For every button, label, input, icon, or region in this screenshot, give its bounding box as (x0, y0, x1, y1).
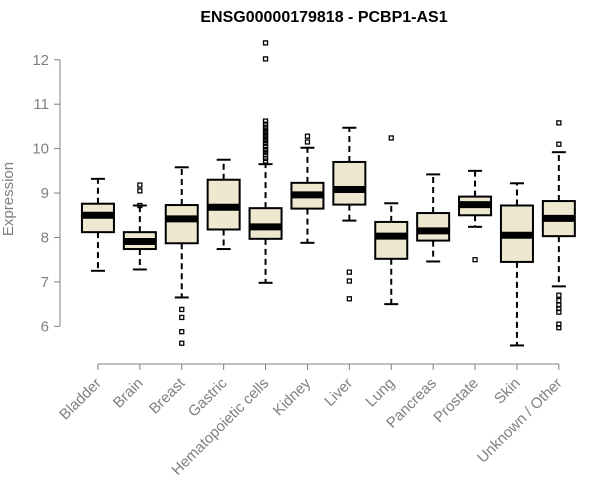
outlier-point (179, 314, 185, 321)
iqr-box (332, 160, 367, 206)
x-tick-label: Bladder (56, 375, 105, 424)
outlier-point (346, 278, 353, 284)
box-bladder (80, 177, 115, 272)
boxes-group (80, 40, 576, 347)
chart-title: ENSG00000179818 - PCBP1-AS1 (200, 9, 447, 26)
outlier-point (472, 257, 478, 263)
outlier-point (346, 269, 353, 275)
iqr-box (374, 220, 409, 260)
outlier-point (262, 118, 269, 124)
y-tick-label: 8 (41, 229, 49, 246)
outlier-point (262, 127, 269, 133)
x-tick-label: Liver (321, 375, 356, 410)
outlier-point (179, 306, 185, 313)
box-breast (164, 166, 199, 346)
iqr-box (416, 212, 451, 242)
outlier-point (556, 292, 562, 298)
outlier-point (179, 329, 185, 335)
outlier-point (262, 40, 269, 46)
outlier-point (388, 135, 394, 141)
outlier-point (304, 133, 311, 139)
box-unknown-other (541, 120, 576, 331)
outlier-point (346, 296, 353, 302)
outlier-point (262, 146, 269, 153)
x-tick-label: Lung (362, 375, 398, 411)
outlier-point (262, 56, 269, 62)
outlier-point (262, 152, 269, 158)
x-tick-label: Skin (491, 375, 524, 408)
outlier-point (262, 143, 269, 150)
x-tick-label: Brain (110, 375, 147, 412)
outlier-point (556, 325, 562, 331)
outlier-point (262, 140, 269, 146)
outlier-point (137, 202, 143, 209)
box-pancreas (416, 173, 451, 263)
outlier-point (556, 309, 562, 315)
outlier-point (556, 120, 562, 126)
outlier-point (262, 149, 269, 155)
box-prostate (458, 169, 493, 263)
x-tick-label: Kidney (270, 374, 315, 419)
box-skin (499, 182, 534, 347)
y-tick-label: 7 (41, 274, 49, 291)
x-tick-label: Breast (146, 374, 189, 417)
box-kidney (290, 133, 325, 244)
outlier-point (262, 124, 269, 130)
outlier-point (137, 182, 143, 188)
outlier-point (262, 121, 269, 127)
y-tick-label: 9 (41, 185, 49, 202)
box-brain (122, 182, 157, 271)
box-lung (374, 135, 409, 306)
y-tick-label: 12 (32, 52, 49, 69)
outlier-point (556, 141, 562, 147)
outlier-point (262, 135, 269, 141)
y-axis: 6 7 8 9 10 11 12 (32, 52, 61, 335)
box-liver (332, 126, 367, 302)
y-axis-label: Expression (0, 162, 17, 236)
y-tick-label: 10 (32, 141, 49, 158)
iqr-box (164, 204, 199, 245)
outlier-point (262, 132, 269, 138)
outlier-point (556, 297, 562, 304)
box-hematopoietic-cells (248, 40, 283, 284)
outlier-point (262, 137, 269, 144)
outlier-point (179, 340, 185, 346)
box-gastric (206, 158, 241, 251)
outlier-point (137, 188, 143, 194)
outlier-point (262, 158, 269, 164)
x-tick-label: Prostate (430, 375, 482, 427)
y-tick-label: 6 (41, 318, 49, 335)
outlier-point (304, 139, 311, 145)
outlier-point (262, 129, 269, 136)
y-tick-label: 11 (33, 96, 49, 113)
